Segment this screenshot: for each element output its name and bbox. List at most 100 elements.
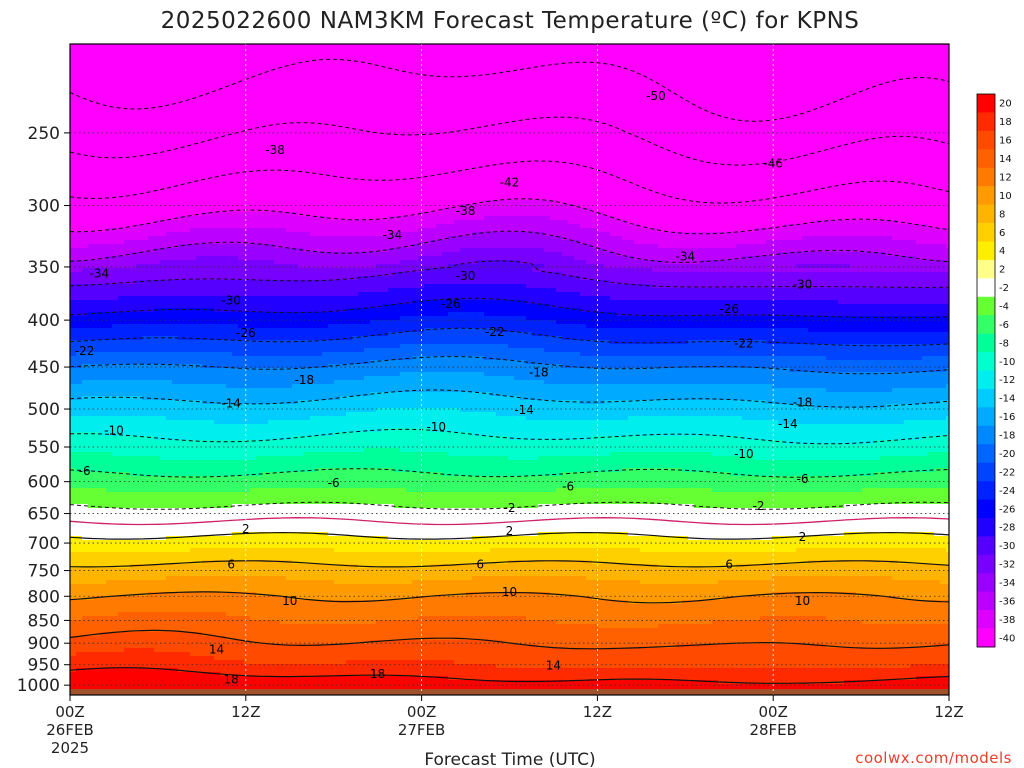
temperature-cell <box>184 80 191 85</box>
temperature-cell <box>82 176 89 181</box>
temperature-cell <box>172 652 179 657</box>
temperature-cell <box>178 612 185 617</box>
temperature-cell <box>172 356 179 361</box>
temperature-cell <box>238 184 245 189</box>
temperature-cell <box>88 60 95 65</box>
temperature-cell <box>232 164 239 169</box>
temperature-cell <box>142 600 149 605</box>
temperature-cell <box>232 440 239 445</box>
temperature-cell <box>244 372 251 377</box>
temperature-cell <box>178 188 185 193</box>
temperature-cell <box>232 372 239 377</box>
temperature-cell <box>178 308 185 313</box>
temperature-cell <box>244 140 251 145</box>
temperature-cell <box>190 172 197 177</box>
temperature-cell <box>172 548 179 553</box>
temperature-cell <box>232 100 239 105</box>
temperature-cell <box>244 232 251 237</box>
temperature-cell <box>238 492 245 497</box>
temperature-cell <box>184 648 191 653</box>
temperature-cell <box>94 200 101 205</box>
temperature-cell <box>196 296 203 301</box>
temperature-cell <box>172 552 179 557</box>
temperature-cell <box>142 64 149 69</box>
temperature-cell <box>190 352 197 357</box>
temperature-cell <box>106 644 113 649</box>
temperature-cell <box>148 256 155 261</box>
temperature-cell <box>214 92 221 97</box>
temperature-cell <box>208 488 215 493</box>
temperature-cell <box>244 104 251 109</box>
temperature-cell <box>190 192 197 197</box>
temperature-cell <box>70 112 77 117</box>
temperature-cell <box>172 308 179 313</box>
temperature-cell <box>166 580 173 585</box>
temperature-cell <box>190 456 197 461</box>
temperature-cell <box>70 540 77 545</box>
temperature-cell <box>130 120 137 125</box>
temperature-cell <box>184 572 191 577</box>
temperature-cell <box>202 584 209 589</box>
temperature-cell <box>184 184 191 189</box>
temperature-cell <box>88 320 95 325</box>
temperature-cell <box>172 236 179 241</box>
temperature-cell <box>238 236 245 241</box>
temperature-cell <box>226 140 233 145</box>
temperature-cell <box>100 208 107 213</box>
temperature-cell <box>208 596 215 601</box>
temperature-cell <box>106 560 113 565</box>
temperature-cell <box>154 644 161 649</box>
temperature-cell <box>214 268 221 273</box>
temperature-cell <box>130 324 137 329</box>
temperature-cell <box>190 68 197 73</box>
temperature-cell <box>136 240 143 245</box>
temperature-cell <box>172 640 179 645</box>
temperature-cell <box>100 540 107 545</box>
temperature-cell <box>190 544 197 549</box>
temperature-cell <box>166 116 173 121</box>
temperature-cell <box>202 228 209 233</box>
temperature-cell <box>244 548 251 553</box>
temperature-cell <box>166 376 173 381</box>
temperature-cell <box>238 128 245 133</box>
temperature-cell <box>94 416 101 421</box>
temperature-cell <box>202 372 209 377</box>
temperature-cell <box>208 216 215 221</box>
temperature-cell <box>154 412 161 417</box>
temperature-cell <box>166 108 173 113</box>
temperature-cell <box>190 80 197 85</box>
temperature-cell <box>70 656 77 661</box>
temperature-cell <box>214 420 221 425</box>
temperature-cell <box>172 456 179 461</box>
temperature-cell <box>166 404 173 409</box>
temperature-cell <box>178 456 185 461</box>
temperature-cell <box>166 672 173 677</box>
temperature-cell <box>124 492 131 497</box>
temperature-cell <box>184 612 191 617</box>
temperature-cell <box>118 60 125 65</box>
temperature-cell <box>250 112 257 117</box>
temperature-cell <box>196 348 203 353</box>
temperature-cell <box>100 304 107 309</box>
temperature-cell <box>220 488 227 493</box>
temperature-cell <box>202 496 209 501</box>
temperature-cell <box>112 236 119 241</box>
temperature-cell <box>172 88 179 93</box>
temperature-cell <box>88 300 95 305</box>
temperature-cell <box>70 484 77 489</box>
temperature-cell <box>106 576 113 581</box>
temperature-cell <box>130 496 137 501</box>
temperature-cell <box>88 600 95 605</box>
temperature-cell <box>184 504 191 509</box>
temperature-cell <box>88 52 95 57</box>
temperature-cell <box>184 72 191 77</box>
temperature-cell <box>220 616 227 621</box>
temperature-cell <box>136 544 143 549</box>
temperature-cell <box>124 188 131 193</box>
temperature-cell <box>166 488 173 493</box>
temperature-cell <box>106 208 113 213</box>
temperature-cell <box>142 200 149 205</box>
temperature-cell <box>160 456 167 461</box>
temperature-cell <box>250 380 257 385</box>
temperature-cell <box>172 200 179 205</box>
